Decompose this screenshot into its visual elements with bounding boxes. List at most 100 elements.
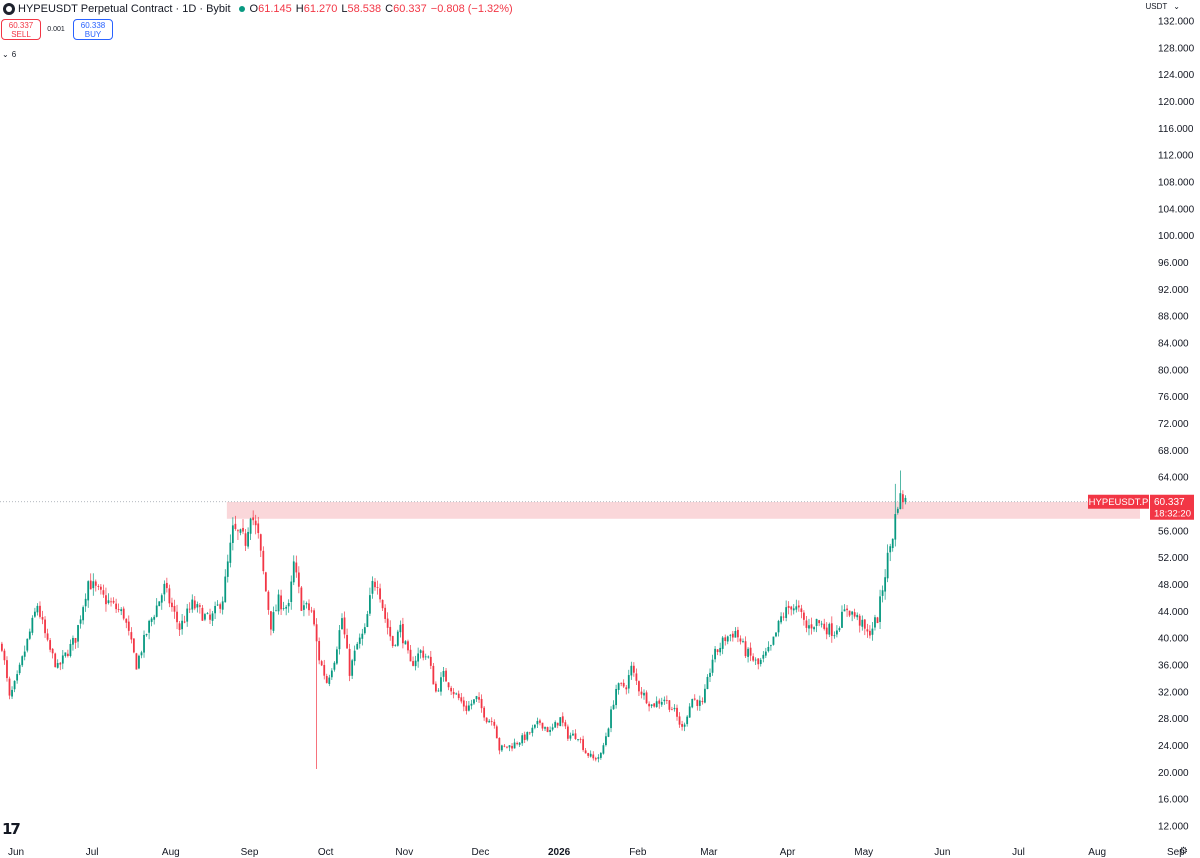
candle[interactable] bbox=[605, 732, 607, 747]
candle[interactable] bbox=[523, 731, 526, 744]
candle[interactable] bbox=[559, 717, 562, 727]
candle[interactable] bbox=[31, 615, 34, 636]
candle[interactable] bbox=[115, 598, 118, 614]
candle[interactable] bbox=[719, 642, 722, 656]
candle[interactable] bbox=[432, 663, 435, 685]
candle[interactable] bbox=[815, 618, 818, 633]
candle[interactable] bbox=[808, 618, 810, 636]
candle[interactable] bbox=[772, 636, 775, 646]
candle[interactable] bbox=[176, 604, 178, 630]
candle[interactable] bbox=[107, 593, 110, 605]
candle[interactable] bbox=[328, 674, 331, 687]
candle[interactable] bbox=[417, 647, 420, 668]
candle[interactable] bbox=[782, 612, 785, 621]
candle[interactable] bbox=[823, 618, 826, 631]
candle[interactable] bbox=[231, 517, 234, 551]
candle[interactable] bbox=[506, 746, 508, 749]
candle[interactable] bbox=[138, 654, 140, 670]
candle[interactable] bbox=[8, 676, 11, 700]
candle[interactable] bbox=[277, 589, 280, 615]
resistance-zone[interactable] bbox=[226, 501, 1140, 519]
candle[interactable] bbox=[419, 649, 422, 659]
candle[interactable] bbox=[544, 726, 546, 731]
candle[interactable] bbox=[747, 647, 749, 663]
candle[interactable] bbox=[102, 584, 105, 598]
candle[interactable] bbox=[630, 661, 633, 680]
candle[interactable] bbox=[437, 688, 440, 692]
candle[interactable] bbox=[511, 743, 513, 752]
candle[interactable] bbox=[11, 686, 13, 700]
candle[interactable] bbox=[295, 555, 298, 578]
candle[interactable] bbox=[615, 684, 617, 709]
candle[interactable] bbox=[876, 616, 879, 624]
candle[interactable] bbox=[676, 704, 678, 721]
candle[interactable] bbox=[881, 585, 884, 603]
candle[interactable] bbox=[300, 586, 303, 612]
gear-icon[interactable]: ⚙ bbox=[1179, 846, 1188, 857]
candle[interactable] bbox=[638, 680, 640, 696]
candle[interactable] bbox=[488, 719, 491, 723]
candle[interactable] bbox=[259, 533, 262, 558]
candle[interactable] bbox=[33, 607, 36, 618]
candle[interactable] bbox=[587, 752, 590, 759]
candle[interactable] bbox=[678, 712, 681, 728]
candle[interactable] bbox=[582, 735, 585, 752]
candle[interactable] bbox=[183, 615, 186, 624]
candle[interactable] bbox=[901, 490, 904, 510]
candle[interactable] bbox=[163, 580, 166, 602]
candle[interactable] bbox=[777, 619, 780, 637]
candle[interactable] bbox=[122, 606, 125, 621]
candle[interactable] bbox=[533, 724, 536, 730]
candle[interactable] bbox=[853, 608, 856, 619]
candle[interactable] bbox=[158, 601, 161, 607]
candle[interactable] bbox=[412, 656, 414, 667]
candle[interactable] bbox=[843, 604, 846, 612]
candle[interactable] bbox=[470, 699, 473, 710]
candle[interactable] bbox=[884, 569, 887, 600]
candle[interactable] bbox=[257, 516, 260, 539]
candle[interactable] bbox=[173, 599, 176, 619]
candle[interactable] bbox=[280, 589, 282, 616]
candle[interactable] bbox=[97, 584, 100, 591]
candle[interactable] bbox=[178, 620, 181, 637]
candle[interactable] bbox=[513, 738, 516, 749]
candle[interactable] bbox=[315, 618, 318, 769]
candle[interactable] bbox=[23, 645, 26, 661]
candle[interactable] bbox=[148, 619, 151, 640]
candle[interactable] bbox=[72, 635, 74, 651]
candle[interactable] bbox=[404, 640, 407, 645]
candle[interactable] bbox=[1, 641, 3, 653]
candle[interactable] bbox=[640, 686, 643, 699]
candle[interactable] bbox=[201, 604, 204, 621]
candle[interactable] bbox=[239, 528, 242, 536]
candle[interactable] bbox=[371, 576, 374, 599]
candle[interactable] bbox=[828, 622, 831, 638]
candle[interactable] bbox=[376, 580, 379, 595]
candle[interactable] bbox=[165, 577, 168, 593]
candle[interactable] bbox=[508, 745, 511, 752]
candle[interactable] bbox=[351, 658, 354, 680]
candle[interactable] bbox=[36, 603, 39, 616]
candle[interactable] bbox=[810, 617, 813, 635]
candle[interactable] bbox=[478, 692, 480, 704]
candle[interactable] bbox=[399, 620, 402, 638]
candle[interactable] bbox=[143, 630, 145, 658]
candle[interactable] bbox=[39, 601, 41, 619]
candle[interactable] bbox=[226, 554, 229, 583]
candle[interactable] bbox=[655, 696, 658, 708]
candle[interactable] bbox=[549, 726, 552, 736]
candle[interactable] bbox=[6, 656, 8, 682]
candle[interactable] bbox=[282, 601, 285, 611]
candle[interactable] bbox=[577, 739, 579, 742]
candle[interactable] bbox=[579, 737, 582, 744]
candle[interactable] bbox=[379, 583, 381, 603]
candle[interactable] bbox=[660, 697, 663, 707]
candle[interactable] bbox=[297, 566, 300, 594]
candle[interactable] bbox=[462, 696, 465, 712]
candle[interactable] bbox=[460, 692, 463, 704]
candle[interactable] bbox=[346, 628, 348, 649]
candle[interactable] bbox=[475, 695, 478, 703]
candle[interactable] bbox=[242, 519, 244, 535]
candle[interactable] bbox=[361, 628, 364, 646]
